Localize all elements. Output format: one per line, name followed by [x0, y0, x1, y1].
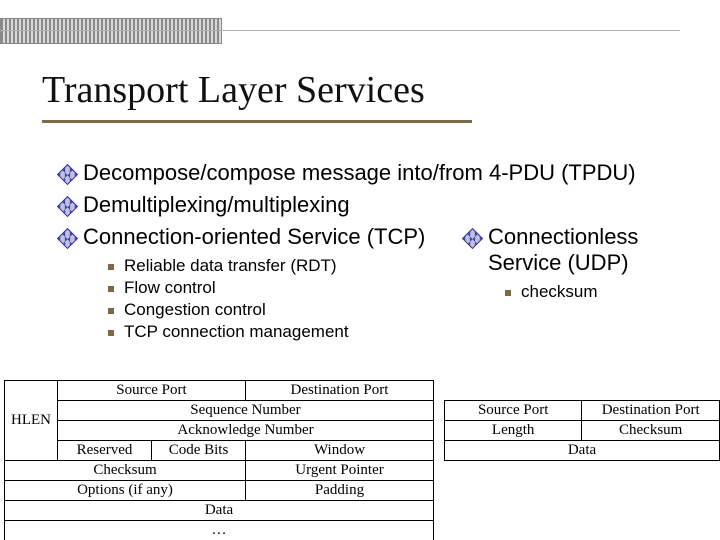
cell-seq: Sequence Number — [58, 401, 434, 421]
table-row: Options (if any) Padding — [5, 481, 434, 501]
bullet-text: Connectionless Service (UDP) — [488, 224, 700, 276]
tcp-column: Connection-oriented Service (TCP) Reliab… — [60, 224, 425, 350]
cell-src-port: Source Port — [445, 401, 582, 421]
cell-data: Data — [445, 441, 720, 461]
table-row: Acknowledge Number — [5, 421, 434, 441]
cell-ack: Acknowledge Number — [58, 421, 434, 441]
sub-checksum: checksum — [505, 282, 700, 302]
sub-text: TCP connection management — [124, 322, 349, 342]
sub-congestion: Congestion control — [108, 300, 425, 320]
title-underline — [42, 120, 472, 123]
cell-ellipsis: … — [5, 521, 434, 540]
cell-dst-port: Destination Port — [246, 381, 434, 401]
udp-sub-list: checksum — [505, 282, 700, 302]
bullet-demux: Demultiplexing/multiplexing — [60, 192, 700, 218]
square-icon — [505, 290, 511, 296]
cell-window: Window — [246, 441, 434, 461]
udp-column: Connectionless Service (UDP) checksum — [465, 224, 700, 310]
table-row: Data — [5, 501, 434, 521]
table-row: … — [5, 521, 434, 540]
cell-padding: Padding — [246, 481, 434, 501]
cell-urgent: Urgent Pointer — [246, 461, 434, 481]
sub-text: Flow control — [124, 278, 216, 298]
square-icon — [108, 330, 114, 336]
cell-src-port: Source Port — [58, 381, 246, 401]
table-row: Reserved Code Bits Window — [5, 441, 434, 461]
table-row: HLEN Source Port Destination Port — [5, 381, 434, 401]
cell-checksum: Checksum — [5, 461, 246, 481]
diamond-icon — [57, 164, 78, 185]
cell-reserved: Reserved — [58, 441, 152, 461]
tcp-header-table: HLEN Source Port Destination Port Sequen… — [4, 380, 434, 540]
body: Decompose/compose message into/from 4-PD… — [60, 160, 700, 350]
tcp-sub-list: Reliable data transfer (RDT) Flow contro… — [108, 256, 425, 342]
sub-text: Reliable data transfer (RDT) — [124, 256, 337, 276]
cell-codebits: Code Bits — [152, 441, 246, 461]
cell-data: Data — [5, 501, 434, 521]
bullet-text: Demultiplexing/multiplexing — [83, 192, 350, 218]
diamond-icon — [57, 196, 78, 217]
cell-hlen: HLEN — [5, 381, 58, 461]
bullet-text: Decompose/compose message into/from 4-PD… — [83, 160, 636, 186]
square-icon — [108, 286, 114, 292]
bullet-tcp: Connection-oriented Service (TCP) — [60, 224, 425, 250]
table-row: Source Port Destination Port — [445, 401, 720, 421]
table-row: Checksum Urgent Pointer — [5, 461, 434, 481]
bullet-udp: Connectionless Service (UDP) — [465, 224, 700, 276]
bullet-text: Connection-oriented Service (TCP) — [83, 224, 425, 250]
cell-options: Options (if any) — [5, 481, 246, 501]
decorative-hatch-bar — [0, 18, 222, 44]
bullet-decompose: Decompose/compose message into/from 4-PD… — [60, 160, 700, 186]
udp-header-table: Source Port Destination Port Length Chec… — [444, 400, 720, 461]
table-row: Sequence Number — [5, 401, 434, 421]
sub-rdt: Reliable data transfer (RDT) — [108, 256, 425, 276]
page-title: Transport Layer Services — [42, 68, 425, 112]
diamond-icon — [462, 228, 483, 249]
sub-text: checksum — [521, 282, 598, 302]
square-icon — [108, 264, 114, 270]
diamond-icon — [57, 228, 78, 249]
sub-flow: Flow control — [108, 278, 425, 298]
slide: Transport Layer Services Decompose/compo… — [0, 0, 720, 540]
table-row: Length Checksum — [445, 421, 720, 441]
decorative-rule — [0, 30, 680, 31]
cell-length: Length — [445, 421, 582, 441]
table-row: Data — [445, 441, 720, 461]
square-icon — [108, 308, 114, 314]
cell-dst-port: Destination Port — [582, 401, 720, 421]
sub-text: Congestion control — [124, 300, 266, 320]
sub-conn-mgmt: TCP connection management — [108, 322, 425, 342]
cell-checksum: Checksum — [582, 421, 720, 441]
